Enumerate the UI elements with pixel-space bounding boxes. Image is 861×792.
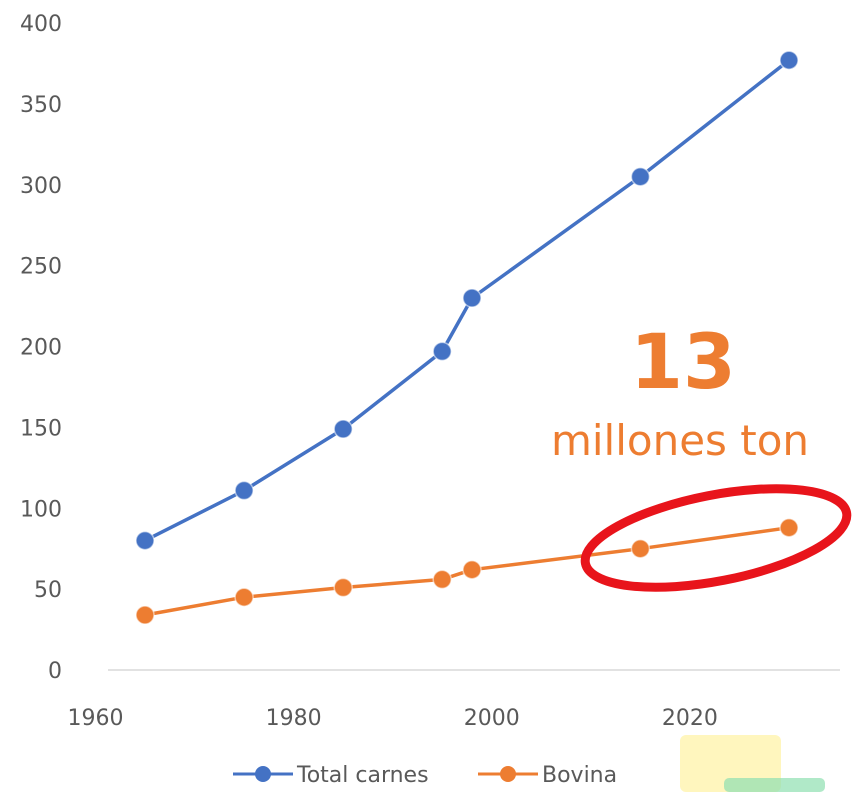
data-point-total-carnes: [780, 51, 798, 69]
data-point-bovina: [334, 579, 352, 597]
y-tick-label: 250: [20, 255, 62, 280]
data-point-total-carnes: [334, 420, 352, 438]
legend-marker-bovina: [500, 766, 516, 782]
x-tick-label: 2000: [464, 706, 520, 731]
legend-marker-total-carnes: [255, 766, 271, 782]
x-tick-label: 1960: [67, 706, 123, 731]
callout: 13 millones ton: [551, 317, 855, 606]
y-tick-label: 100: [20, 497, 62, 522]
data-point-bovina: [235, 588, 253, 606]
x-tick-label: 1980: [266, 706, 322, 731]
y-tick-label: 400: [20, 12, 62, 37]
data-point-total-carnes: [463, 289, 481, 307]
legend-label-bovina: Bovina: [542, 763, 617, 788]
y-tick-label: 300: [20, 174, 62, 199]
data-point-total-carnes: [631, 168, 649, 186]
y-tick-label: 50: [34, 578, 62, 603]
y-tick-label: 350: [20, 93, 62, 118]
legend-label-total-carnes: Total carnes: [296, 763, 429, 788]
x-tick-label: 2020: [662, 706, 718, 731]
legend-item-total-carnes: Total carnes: [233, 763, 429, 788]
corner-decoration: [680, 735, 825, 792]
y-tick-label: 200: [20, 336, 62, 361]
y-axis-ticks: 0 50 100 150 200 250 300 350 400: [20, 12, 62, 684]
data-point-bovina: [136, 606, 154, 624]
data-point-bovina: [463, 561, 481, 579]
data-point-bovina: [631, 540, 649, 558]
legend: Total carnes Bovina: [233, 763, 617, 788]
y-tick-label: 0: [48, 659, 62, 684]
callout-text: millones ton: [551, 416, 809, 465]
data-point-total-carnes: [136, 532, 154, 550]
data-point-bovina: [780, 519, 798, 537]
legend-item-bovina: Bovina: [478, 763, 617, 788]
data-point-total-carnes: [235, 482, 253, 500]
y-tick-label: 150: [20, 416, 62, 441]
callout-number: 13: [630, 317, 736, 406]
data-point-total-carnes: [433, 342, 451, 360]
x-axis-ticks: 1960 1980 2000 2020: [67, 706, 717, 731]
decor-green-block: [724, 778, 825, 792]
data-point-bovina: [433, 570, 451, 588]
